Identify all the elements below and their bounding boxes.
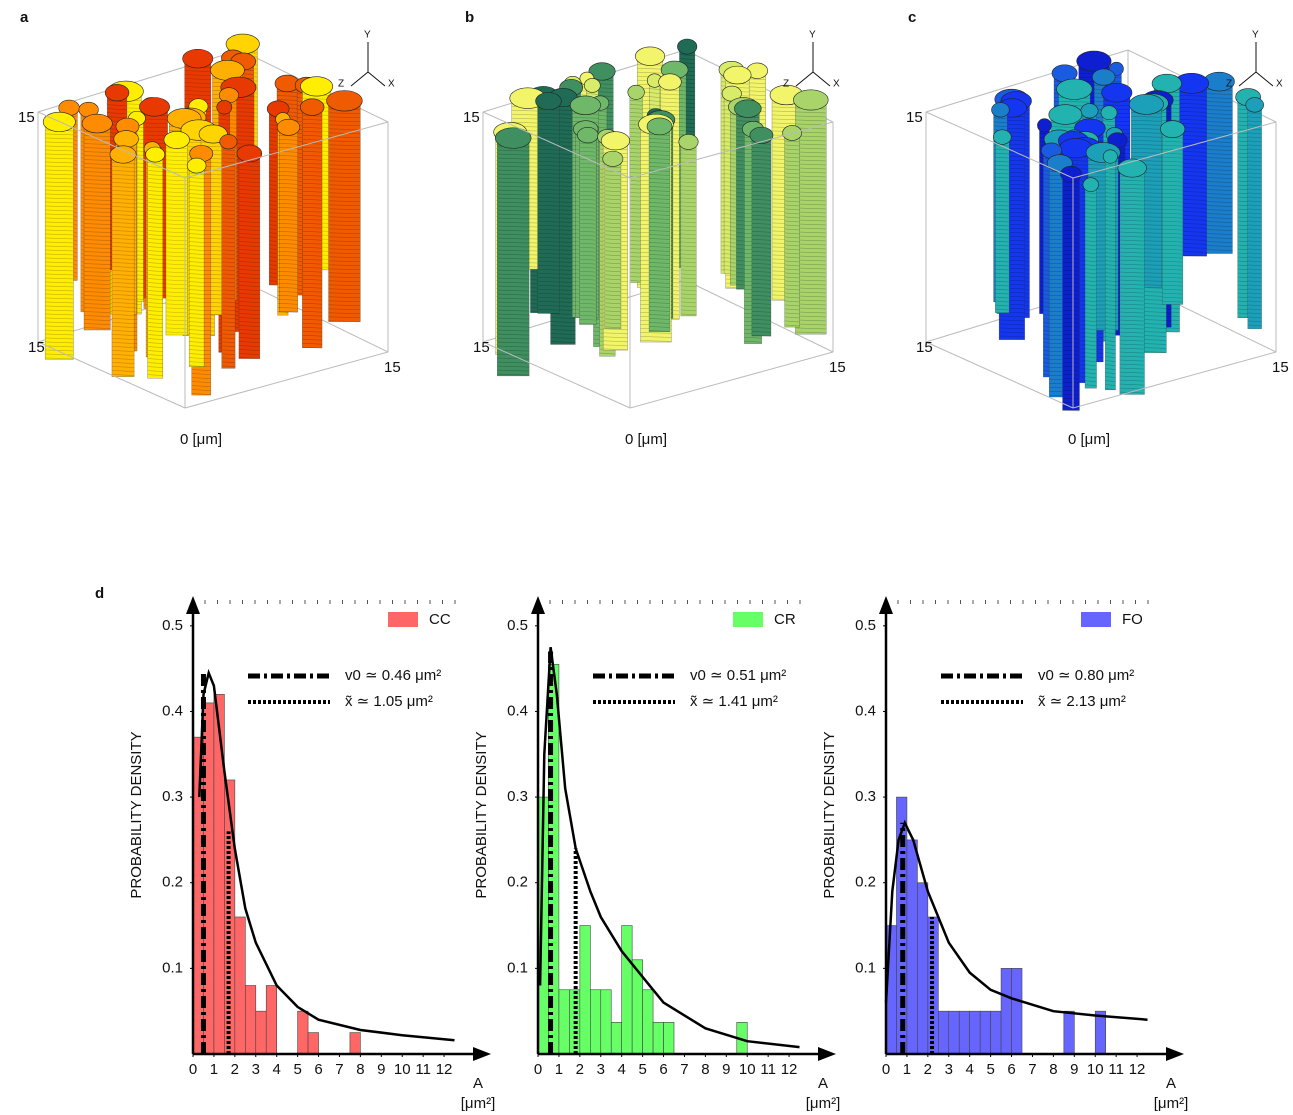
fiber-top	[647, 118, 672, 135]
fiber-top	[220, 135, 237, 149]
axis-tick-label: 15	[473, 339, 490, 356]
triad-axis	[351, 72, 368, 86]
fiber	[84, 124, 110, 330]
fiber-top	[628, 85, 645, 99]
triad-axis	[796, 72, 813, 86]
fiber	[497, 138, 529, 376]
fiber-top	[187, 158, 206, 173]
triad-label: X	[833, 79, 840, 90]
fiber-top	[750, 127, 773, 143]
fiber-top	[114, 131, 139, 148]
fiber-top	[82, 114, 112, 133]
fiber-top	[659, 74, 682, 90]
fiber-top	[1077, 51, 1111, 71]
fiber	[1206, 82, 1233, 254]
axis-tick-label: 0 [μm]	[180, 431, 222, 448]
triad-label: Z	[783, 79, 789, 90]
cube-edge	[630, 352, 833, 408]
fiber-top	[237, 145, 262, 162]
panel-label: b	[465, 9, 474, 26]
panel-3d: a 15 15 15 0 [μm] Y Z X	[18, 9, 401, 448]
fiber-top	[570, 96, 600, 115]
panel-3d: b 15 15 15 0 [μm] Y Z X	[463, 9, 846, 448]
fiber-top	[1101, 83, 1132, 102]
triad-label: Y	[809, 30, 816, 41]
fiber-top	[277, 119, 300, 135]
triad-axis	[368, 72, 385, 86]
axis-tick-label: 15	[829, 359, 846, 376]
fiber-top	[183, 49, 213, 68]
fiber	[45, 122, 73, 359]
triad-label: Y	[364, 30, 371, 41]
fiber-top	[146, 147, 165, 162]
triad-axis	[813, 72, 830, 86]
cube-edge	[185, 352, 388, 408]
axis-tick-label: 0 [μm]	[625, 431, 667, 448]
fiber-top	[217, 100, 232, 114]
fiber	[166, 140, 188, 335]
fiber-top	[300, 77, 332, 96]
fiber-top	[1057, 79, 1093, 100]
fiber-top	[105, 84, 129, 101]
fiber-top	[584, 78, 600, 92]
fiber-top	[793, 90, 828, 110]
fiber-top	[577, 127, 598, 143]
fiber-top	[300, 99, 324, 116]
fiber-top	[677, 39, 696, 54]
fiber-top	[1092, 69, 1115, 85]
fiber-top	[679, 134, 698, 149]
triad-label: Z	[338, 79, 344, 90]
fiber-top	[734, 100, 761, 118]
fiber-top	[164, 131, 190, 148]
fiber-top	[724, 66, 752, 84]
triad-label: X	[388, 79, 395, 90]
fiber	[239, 153, 260, 358]
axis-tick-label: 15	[28, 339, 45, 356]
fiber-top	[601, 132, 630, 150]
fiber-top	[536, 93, 562, 110]
fiber-top	[1152, 74, 1182, 93]
panel-3d: c1515150 [μm]YZX	[906, 9, 1289, 448]
fiber-top	[603, 151, 623, 166]
fiber-top	[635, 47, 664, 65]
axis-tick-label: 15	[384, 359, 401, 376]
axis-tick-label: 15	[463, 109, 480, 126]
fiber-top	[327, 90, 363, 111]
panel-label: a	[20, 9, 29, 26]
fiber	[649, 126, 670, 331]
fiber-top	[139, 97, 169, 116]
axis-tick-label: 15	[18, 109, 35, 126]
